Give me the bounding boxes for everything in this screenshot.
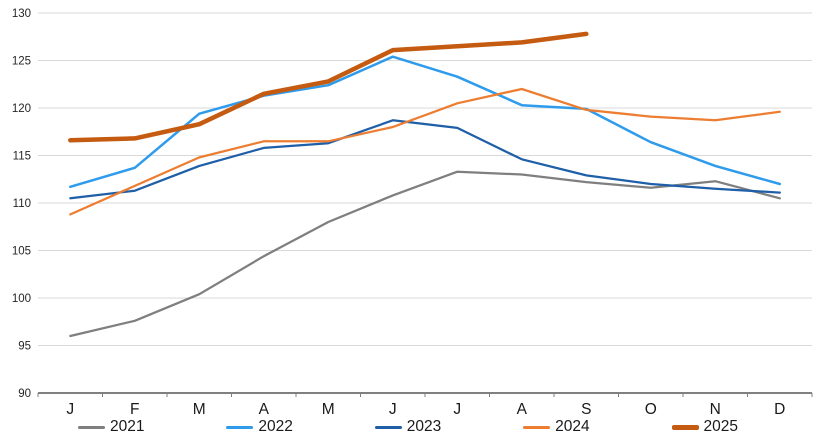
- series-line-2021: [69, 170, 781, 338]
- y-axis-label: 115: [13, 151, 31, 163]
- x-axis-label-5: M: [322, 401, 335, 418]
- series-line-2022: [69, 55, 782, 189]
- legend-swatch-2024: [523, 425, 551, 429]
- x-axis-label-6: J: [389, 401, 397, 418]
- legend-label-2021: 2021: [110, 418, 145, 436]
- series-line-2023: [69, 119, 781, 200]
- x-axis-label-4: A: [259, 401, 270, 418]
- x-axis-label-11: N: [710, 401, 721, 418]
- legend-swatch-2022: [226, 425, 254, 429]
- legend-swatch-2023: [374, 425, 402, 429]
- y-axis-label: 90: [18, 388, 31, 400]
- y-axis-label: 105: [12, 246, 31, 258]
- y-axis-label: 125: [12, 56, 31, 68]
- y-axis-label: 95: [18, 341, 31, 353]
- legend-item-2021[interactable]: 2021: [78, 419, 144, 435]
- legend-item-2023[interactable]: 2023: [374, 418, 442, 436]
- y-axis-label: 120: [12, 103, 31, 115]
- y-axis-label: 100: [12, 293, 31, 305]
- x-axis-label-2: F: [130, 401, 139, 418]
- y-axis-label: 110: [13, 198, 31, 210]
- x-axis-label-7: J: [453, 401, 461, 418]
- y-axis-label: 130: [12, 8, 31, 20]
- x-axis-label-9: S: [581, 401, 591, 418]
- x-axis-label-1: J: [66, 401, 74, 418]
- legend-item-2024[interactable]: 2024: [523, 418, 590, 436]
- legend-item-2022[interactable]: 2022: [226, 418, 293, 436]
- legend-label-2022: 2022: [258, 418, 293, 436]
- legend-swatch-2021: [78, 425, 105, 429]
- legend-swatch-2025: [671, 424, 699, 430]
- x-axis-label-8: A: [517, 401, 528, 418]
- chart-legend: 2021 2022 2023 2024 2025: [78, 415, 738, 439]
- legend-label-2024: 2024: [555, 418, 590, 436]
- legend-label-2023: 2023: [406, 418, 442, 436]
- series-line-2024: [69, 87, 781, 216]
- legend-label-2025: 2025: [703, 418, 738, 436]
- x-axis-label-10: O: [645, 401, 657, 418]
- series-line-2025: [68, 31, 589, 143]
- x-axis-label-3: M: [193, 401, 206, 418]
- x-axis-label-12: D: [774, 401, 785, 418]
- legend-item-2025[interactable]: 2025: [671, 418, 738, 436]
